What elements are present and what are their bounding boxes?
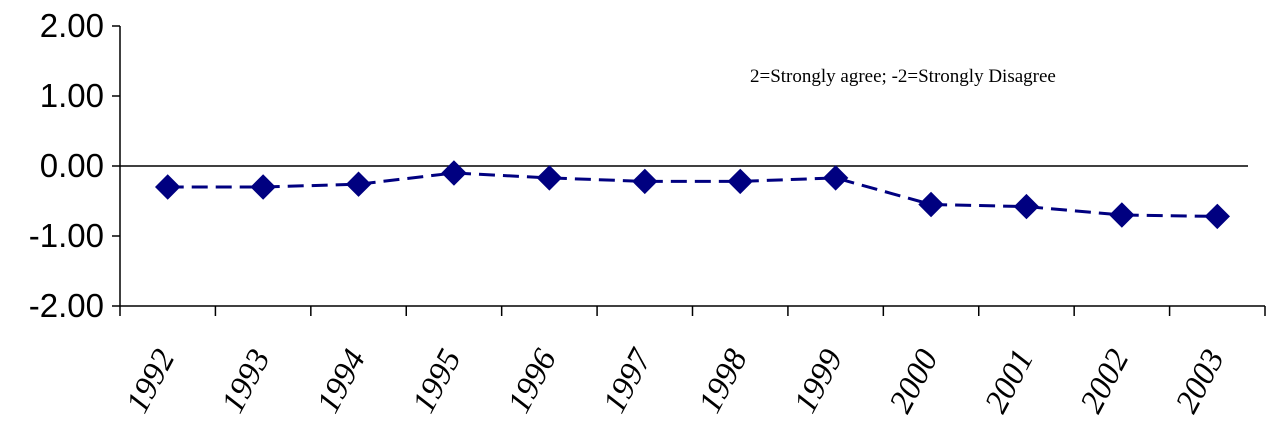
x-tick-label: 2002 — [1074, 344, 1137, 419]
data-point-marker — [727, 168, 753, 195]
x-tick-label: 2000 — [883, 343, 946, 419]
y-tick-label: 1.00 — [40, 77, 104, 114]
series — [155, 160, 1230, 230]
axes — [119, 26, 1265, 307]
x-tick-label: 2003 — [1169, 344, 1232, 419]
series-line — [167, 171, 1218, 218]
x-tick-label: 1993 — [215, 344, 278, 419]
x-tick-label: 1998 — [692, 343, 755, 419]
x-tick-label: 1995 — [406, 344, 469, 419]
data-point-marker — [536, 165, 563, 191]
data-point-marker — [1109, 202, 1135, 228]
data-point-marker — [822, 165, 849, 191]
x-axis-ticks: 1992 1993 1994 1995 1996 1997 1998 1999 2000 2001… — [119, 306, 1266, 419]
x-tick-label: 1997 — [597, 342, 660, 418]
data-point-marker — [345, 171, 372, 197]
x-tick-label: 1996 — [501, 343, 564, 419]
data-point-marker — [441, 160, 467, 186]
scale-annotation: 2=Strongly agree; -2=Strongly Disagree — [750, 66, 1056, 87]
data-point-marker — [250, 174, 276, 200]
y-tick-label: -1.00 — [29, 217, 104, 254]
data-point-marker — [918, 191, 944, 218]
x-tick-label: 1994 — [310, 344, 373, 419]
y-tick-label: 2.00 — [40, 7, 104, 44]
data-point-marker — [632, 168, 658, 195]
y-axis-ticks: 2.00 1.00 0.00 -1.00 -2.00 — [29, 7, 120, 324]
x-tick-label: 1999 — [787, 344, 850, 419]
x-tick-label: 2001 — [978, 344, 1041, 419]
data-point-marker — [155, 174, 181, 200]
y-tick-label: 0.00 — [40, 147, 104, 184]
x-tick-label: 1992 — [119, 344, 182, 419]
y-tick-label: -2.00 — [29, 287, 104, 324]
data-point-marker — [1013, 193, 1040, 220]
data-point-marker — [1204, 203, 1230, 230]
